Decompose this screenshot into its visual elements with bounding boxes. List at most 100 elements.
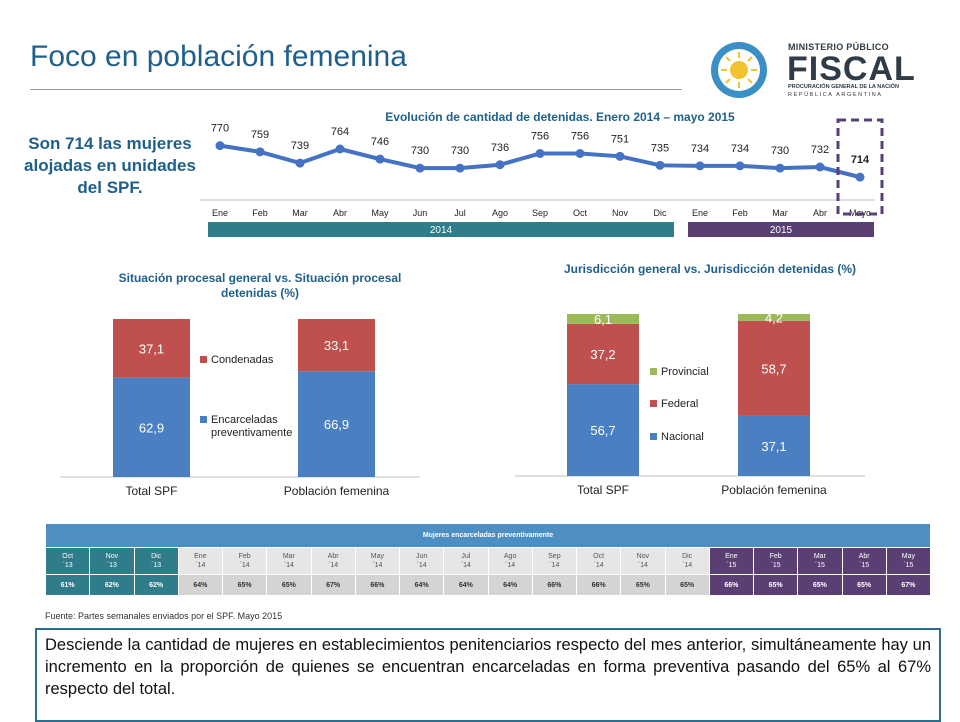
table-percentage-cell: 61% [44, 574, 91, 596]
trend-tick-label: Abr [333, 208, 347, 218]
legend-swatch [200, 416, 207, 423]
year-label: ´15 [814, 562, 825, 569]
trend-tick-label: Mar [292, 208, 308, 218]
table-title: Mujeres encarceladas preventivamente [45, 523, 931, 548]
month-label: Sep [548, 553, 561, 560]
trend-data-label: 759 [251, 129, 269, 141]
bar-segment [298, 319, 375, 372]
table-percentage-cell: 65% [841, 574, 887, 596]
year-label: ´14 [637, 562, 648, 569]
trend-point [295, 158, 305, 168]
bar-data-label: 33,1 [324, 338, 349, 353]
month-label: Ago [503, 553, 517, 560]
bar-data-label: 58,7 [761, 361, 786, 376]
bar-segment [567, 384, 639, 476]
trend-point [815, 162, 825, 172]
bar-segment [738, 314, 810, 321]
trend-tick-label: Feb [732, 208, 748, 218]
month-label: Oct [62, 553, 74, 560]
table-month-cell: Ago ´14 [487, 547, 533, 575]
year-band-label: 2014 [430, 225, 453, 236]
trend-point [855, 172, 865, 182]
trend-point [215, 141, 225, 151]
bar-category-label: Total SPF [577, 483, 629, 497]
month-label: Ene [194, 553, 207, 560]
trend-point [615, 151, 625, 161]
summary-callout: Desciende la cantidad de mujeres en esta… [35, 628, 941, 722]
table-month-cell: Mar ´14 [266, 547, 312, 575]
month-label: Feb [769, 553, 782, 560]
trend-data-label: 714 [851, 154, 870, 166]
year-label: ´14 [283, 562, 294, 569]
trend-tick-label: Mar [772, 208, 788, 218]
trend-tick-label: Ene [692, 208, 708, 218]
logo-line-republica: REPÚBLICA ARGENTINA [788, 92, 883, 98]
jurisdiccion-chart: 56,7 37,2 6,1 Total SPF 37,1 58,7 4,2 Población… [515, 310, 865, 497]
legend-label: Nacional [661, 431, 704, 443]
year-label: ´14 [593, 562, 604, 569]
trend-point [735, 161, 745, 171]
sun-icon [721, 52, 757, 88]
bar-data-label: 37,1 [761, 439, 786, 454]
logo-line-procuracion: PROCURACIÓN GENERAL DE LA NACIÓN [788, 84, 899, 90]
table-percentage-cell: 65% [221, 574, 268, 596]
legend-label: preventivamente [211, 427, 292, 439]
table-percentage-cell: 64% [443, 574, 489, 596]
table-month-cell: Abr ´15 [841, 547, 887, 575]
bar-segment [567, 314, 639, 324]
bar-category-label: Total SPF [125, 484, 177, 498]
table-month-cell: Nov ´13 [89, 547, 135, 575]
table-month-cell: Abr ´14 [310, 547, 356, 575]
trend-point [335, 144, 345, 154]
year-label: ´14 [416, 562, 427, 569]
table-percentage-cell: 65% [664, 574, 710, 596]
title-divider [30, 89, 682, 90]
table-percentage-cell: 66% [354, 574, 401, 596]
year-label: ´13 [106, 562, 117, 569]
table-month-cell: Sep ´14 [531, 547, 578, 575]
situacion-chart-title: Situación procesal general vs. Situación… [110, 271, 410, 301]
slide-title: Foco en población femenina [30, 40, 407, 73]
bar-data-label: 6,1 [594, 312, 612, 327]
table-month-cell: Dic ´13 [133, 547, 179, 575]
trend-data-label: 770 [211, 123, 229, 135]
trend-tick-label: Feb [252, 208, 268, 218]
trend-chart-title: Evolución de cantidad de detenidas. Ener… [385, 110, 735, 124]
year-label: ´15 [770, 562, 781, 569]
trend-data-label: 730 [411, 145, 429, 157]
month-label: Feb [238, 553, 251, 560]
trend-data-label: 730 [771, 145, 789, 157]
table-month-cell: May ´14 [354, 547, 401, 575]
year-label: ´14 [682, 562, 693, 569]
detenidas-trend-chart: 770 759 739 764 746 730 730 736 756 756 751 735 734 7… [200, 118, 884, 237]
trend-data-label: 732 [811, 144, 829, 156]
trend-tick-label: May [371, 208, 389, 218]
headline-stat: Son 714 las mujeres alojadas en unidades… [24, 134, 196, 197]
bar-data-label: 62,9 [139, 420, 164, 435]
year-label: ´14 [549, 562, 560, 569]
logo-line-ministerio: MINISTERIO PÚBLICO [788, 42, 889, 52]
bar-segment [738, 415, 810, 476]
table-percentage-cell: 65% [620, 574, 666, 596]
table-percentage-cell: 64% [398, 574, 445, 596]
bar-data-label: 66,9 [324, 417, 349, 432]
trend-data-label: 736 [491, 142, 509, 154]
year-label: ´13 [62, 562, 73, 569]
bar-data-label: 4,2 [765, 310, 783, 325]
trend-point [255, 147, 265, 157]
table-month-cell: Mar ´15 [797, 547, 843, 575]
month-label: Abr [327, 553, 339, 560]
trend-point [655, 160, 665, 170]
trend-point [535, 149, 545, 158]
month-label: Dic [682, 553, 693, 560]
table-percentage-cell: 67% [885, 574, 932, 596]
trend-data-label: 739 [291, 140, 309, 152]
ministerio-publico-fiscal-logo [711, 42, 767, 98]
bar-data-label: 56,7 [590, 423, 615, 438]
trend-point [375, 154, 385, 164]
month-label: Jun [415, 553, 428, 560]
year-label: ´14 [505, 562, 516, 569]
year-label: ´14 [195, 562, 206, 569]
trend-data-label: 756 [531, 131, 549, 143]
year-label: ´14 [460, 562, 471, 569]
